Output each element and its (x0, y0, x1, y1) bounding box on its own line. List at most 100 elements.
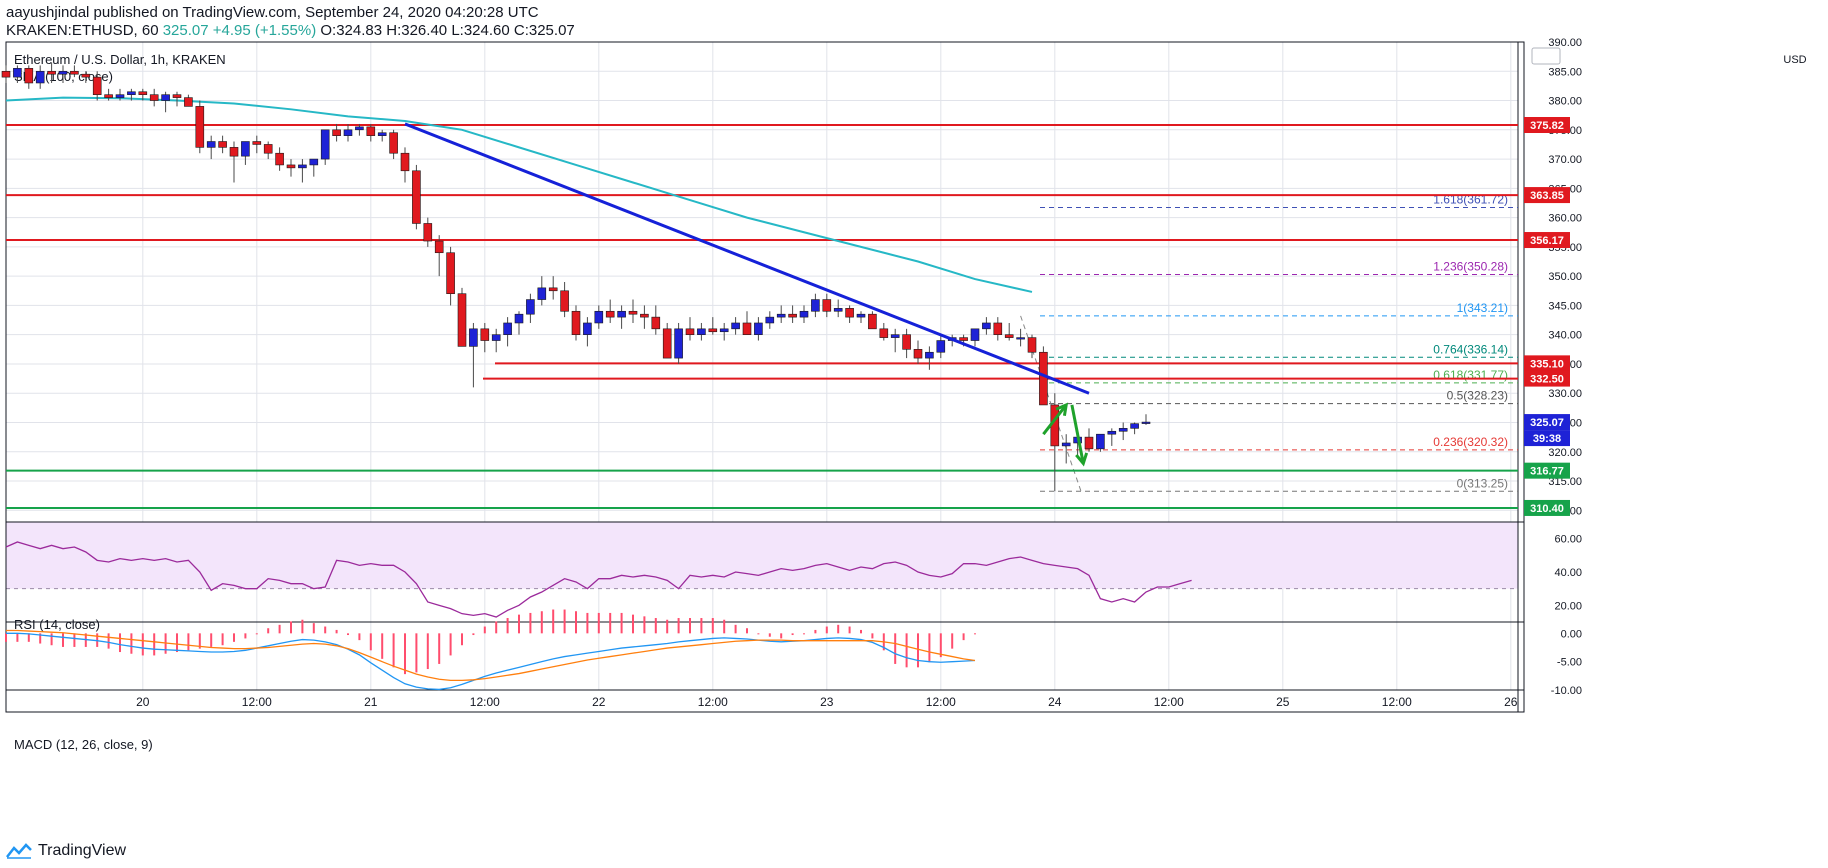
candle-body (845, 308, 854, 318)
candle-body (13, 68, 22, 78)
trend-line (404, 122, 1090, 395)
candle-body (617, 310, 626, 318)
candle-body (537, 287, 547, 300)
candle-body (81, 73, 91, 78)
horizontal-level-tag (1524, 370, 1570, 387)
macd-signal-line (6, 629, 976, 682)
x-tick-label: 25 (1276, 695, 1290, 709)
candle-body (35, 70, 45, 84)
candle-body (1084, 436, 1094, 450)
macd-histogram-bar (267, 628, 270, 634)
candle-body (24, 68, 34, 84)
macd-histogram-bar (39, 633, 42, 644)
candle-body (457, 293, 467, 347)
macd-histogram-bar (632, 614, 634, 634)
projection-arrowhead (1055, 402, 1069, 417)
rsi-line (5, 541, 1192, 618)
y-tick-label: 320.00 (1548, 447, 1582, 459)
macd-line (6, 632, 976, 691)
macd-histogram-bar (951, 633, 954, 649)
candle-body (218, 141, 227, 148)
horizontal-level-value: 363.85 (1530, 190, 1564, 202)
macd-histogram-bar (62, 633, 64, 647)
tradingview-logo[interactable]: TradingView (6, 842, 126, 860)
candle-body (47, 70, 56, 75)
candle-body (343, 129, 353, 136)
candle-body (298, 164, 307, 169)
projection-arrow (1070, 404, 1085, 464)
macd-histogram-bar (757, 633, 760, 635)
horizontal-level-tag (1524, 187, 1570, 204)
horizontal-level-value: 356.17 (1530, 235, 1564, 247)
candle-body (662, 328, 672, 359)
candle-body (833, 308, 843, 312)
macd-histogram-bar (974, 633, 976, 635)
candle-body (902, 334, 911, 350)
macd-histogram-bar (700, 618, 703, 634)
macd-histogram-bar (871, 633, 874, 639)
candle-body (377, 132, 387, 136)
candle-body (1096, 433, 1105, 450)
y-tick-label: 370.00 (1548, 154, 1582, 166)
x-tick-label: 21 (364, 695, 378, 709)
candle-body (936, 340, 946, 353)
horizontal-level-value: 335.10 (1530, 358, 1564, 370)
rsi-y-tick-label: 20.00 (1554, 600, 1582, 612)
fib-level-label: 0.236(320.32) (1433, 435, 1508, 449)
x-tick-label: 20 (136, 695, 150, 709)
candle-body (1004, 334, 1014, 338)
macd-histogram-bar (301, 619, 304, 634)
candle-body (856, 313, 866, 318)
y-tick-label: 380.00 (1548, 96, 1582, 108)
grid (6, 41, 1518, 690)
candle-body (434, 240, 444, 254)
macd-histogram-bar (768, 633, 771, 637)
y-tick-label: 360.00 (1548, 213, 1582, 225)
macd-y-tick-label: -5.00 (1557, 657, 1582, 669)
macd-histogram-bar (586, 612, 589, 634)
current-price-tag (1524, 414, 1570, 431)
candle-body (309, 158, 319, 166)
macd-histogram-bar (5, 633, 7, 642)
tradingview-icon (6, 843, 32, 859)
candle-body (127, 91, 136, 95)
x-tick-label: 12:00 (470, 695, 500, 709)
ohlc-open: O:324.83 (320, 22, 383, 39)
macd-histogram-bar (438, 633, 441, 664)
y-tick-label: 315.00 (1548, 476, 1582, 488)
macd-histogram-bar (107, 633, 110, 649)
candle-body (480, 328, 490, 341)
macd-histogram-bar (392, 633, 395, 668)
chart-frame (5, 41, 1561, 713)
candle-body (252, 141, 262, 145)
macd-histogram-bar (666, 619, 669, 634)
macd-histogram-bar (290, 621, 292, 634)
macd-histogram-bar (187, 633, 190, 651)
candle-body (229, 147, 239, 157)
macd-histogram-bar (939, 633, 942, 658)
macd-histogram-bar (860, 629, 862, 634)
fib-level-label: 0.5(328.23) (1447, 389, 1508, 403)
candle-body (799, 310, 809, 318)
currency-label: USD (1783, 54, 1806, 66)
candle-body (1107, 430, 1117, 435)
candle-body (697, 328, 706, 335)
candle-body (890, 334, 900, 338)
tradingview-brand: TradingView (38, 842, 127, 859)
candle-body (674, 328, 683, 359)
fib-level-label: 0.764(336.14) (1433, 342, 1508, 356)
candle-body (366, 126, 376, 136)
candle-body (913, 349, 923, 359)
candle-body (1130, 423, 1139, 429)
macd-histogram-bar (711, 618, 714, 634)
macd-histogram-bar (506, 618, 509, 634)
candle-body (206, 141, 216, 148)
macd-histogram-bar (381, 633, 384, 659)
macd-histogram-bar (917, 633, 919, 668)
macd-histogram-bar (130, 633, 133, 654)
candle-body (754, 322, 763, 335)
macd-histogram-bar (324, 626, 327, 634)
candle-body (355, 126, 364, 131)
horizontal-level-tag (1524, 499, 1570, 516)
